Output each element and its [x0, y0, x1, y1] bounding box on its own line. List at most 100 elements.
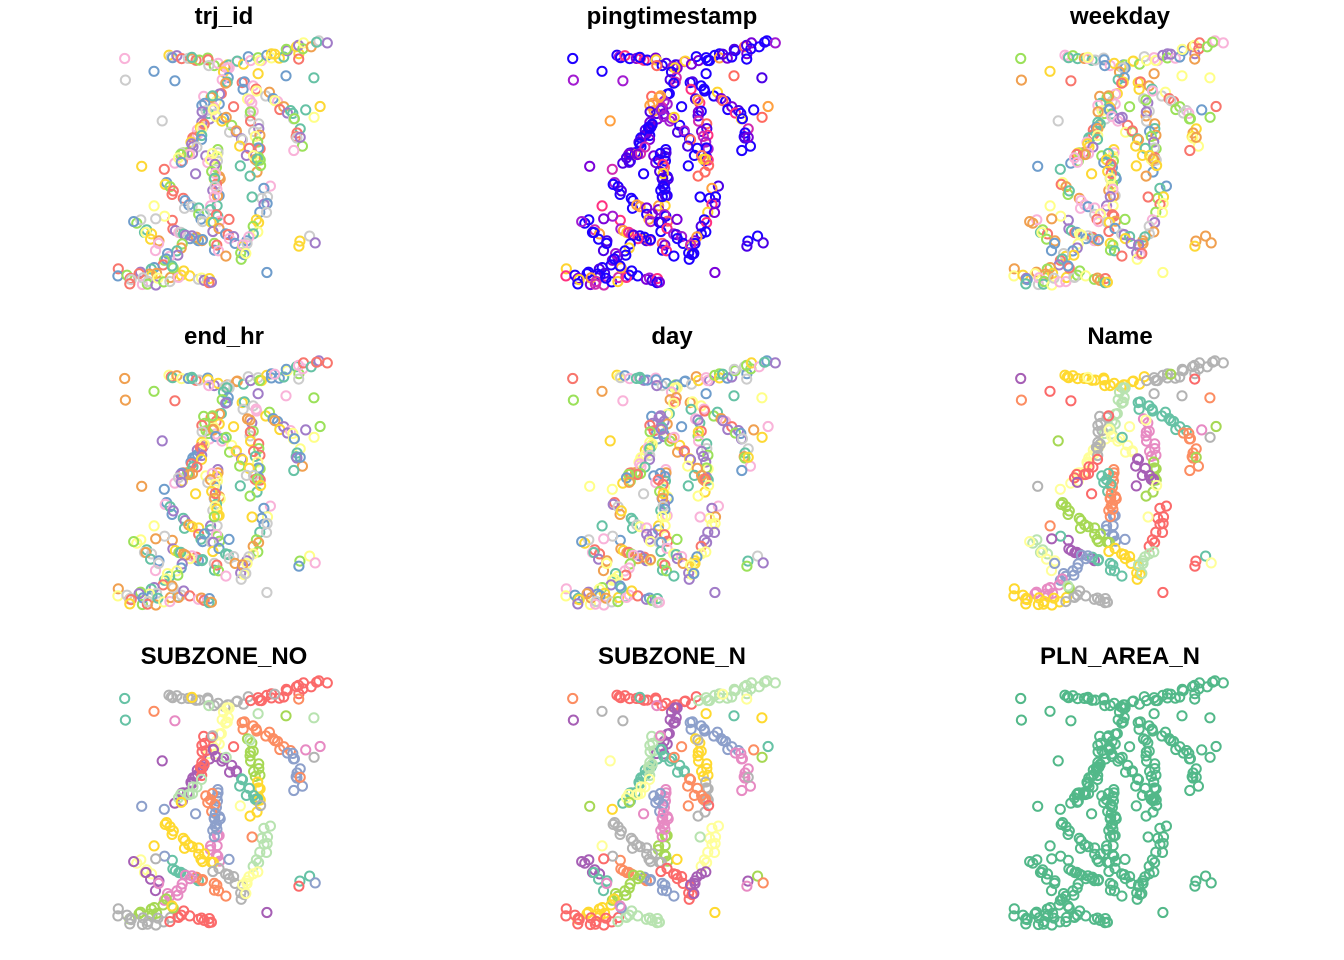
data-point: [224, 446, 236, 458]
data-point: [762, 100, 774, 113]
data-point: [1098, 477, 1110, 489]
data-point: [670, 72, 682, 84]
data-point: [1032, 800, 1044, 812]
data-point: [1196, 744, 1208, 756]
data-point: [1157, 266, 1169, 279]
data-point: [251, 85, 263, 97]
data-point: [668, 570, 680, 582]
data-point: [756, 392, 768, 404]
data-point: [1056, 893, 1068, 905]
data-point: [1052, 435, 1064, 447]
data-point: [1060, 596, 1072, 608]
data-point: [1101, 520, 1113, 532]
data-point: [244, 170, 256, 182]
data-point: [164, 596, 176, 608]
data-point: [1204, 111, 1216, 123]
data-point: [1140, 750, 1152, 762]
data-point: [660, 565, 673, 577]
data-point: [644, 449, 656, 462]
data-point: [269, 95, 281, 107]
data-point: [1020, 918, 1032, 930]
data-point: [206, 467, 218, 480]
data-point: [240, 789, 252, 801]
data-point: [1103, 225, 1115, 238]
data-point: [1204, 712, 1216, 724]
data-point: [1177, 107, 1189, 119]
data-point: [572, 918, 584, 930]
data-point: [252, 388, 264, 400]
data-point: [240, 887, 252, 900]
data-point: [679, 375, 691, 387]
data-point: [756, 751, 768, 763]
data-point: [657, 167, 669, 180]
data-point: [1184, 784, 1196, 797]
data-point: [1140, 414, 1152, 426]
data-point: [1149, 438, 1161, 450]
data-point: [1032, 160, 1044, 172]
data-point: [1101, 276, 1113, 288]
data-point: [1210, 740, 1222, 753]
data-point: [244, 430, 256, 442]
data-point: [220, 570, 232, 582]
data-point: [207, 103, 219, 116]
data-point: [703, 799, 715, 812]
data-point: [1204, 751, 1216, 763]
data-point: [1127, 695, 1139, 707]
data-point: [612, 916, 624, 928]
data-point: [700, 776, 712, 788]
data-point: [608, 253, 620, 265]
data-point: [228, 741, 240, 753]
data-point: [1063, 185, 1075, 197]
data-point: [1165, 95, 1177, 107]
data-point: [1020, 598, 1032, 610]
data-point: [1102, 467, 1114, 480]
data-point: [1041, 548, 1054, 560]
data-point: [676, 741, 688, 753]
data-point: [119, 394, 132, 406]
data-point: [651, 700, 663, 712]
data-point: [254, 694, 266, 707]
data-point: [1150, 374, 1162, 387]
data-point: [250, 534, 262, 546]
data-point: [701, 438, 713, 450]
data-point: [1015, 394, 1028, 406]
data-point: [1044, 840, 1056, 852]
data-point: [1062, 260, 1074, 272]
panel-weekday: weekday: [896, 0, 1344, 320]
data-point: [209, 812, 221, 824]
data-point: [1032, 480, 1044, 492]
data-point: [1133, 403, 1145, 415]
data-point: [287, 427, 299, 440]
data-point: [650, 157, 662, 169]
data-point: [1149, 118, 1161, 130]
panel-plot-area: [560, 35, 781, 291]
data-point: [202, 694, 214, 706]
data-point: [736, 753, 748, 765]
data-point: [164, 916, 176, 928]
data-point: [1101, 731, 1113, 744]
data-point: [650, 374, 662, 386]
data-point: [1082, 51, 1094, 64]
data-point: [1200, 870, 1212, 882]
data-point: [1015, 52, 1027, 65]
data-point: [638, 808, 650, 820]
data-point: [196, 436, 208, 449]
data-point: [1176, 43, 1188, 56]
data-point: [243, 871, 255, 883]
data-point: [158, 803, 170, 815]
data-point: [1120, 766, 1132, 778]
data-point: [211, 239, 223, 251]
data-point: [596, 705, 608, 717]
data-point: [697, 770, 709, 782]
data-point: [153, 877, 165, 889]
data-point: [300, 424, 312, 436]
data-point: [240, 469, 252, 481]
data-point: [220, 397, 232, 409]
data-point: [254, 374, 266, 387]
data-point: [672, 126, 684, 138]
panel-name: Name: [896, 320, 1344, 640]
data-point: [1190, 451, 1202, 463]
data-point: [1160, 820, 1172, 832]
data-point: [691, 871, 703, 883]
data-point: [700, 388, 712, 400]
